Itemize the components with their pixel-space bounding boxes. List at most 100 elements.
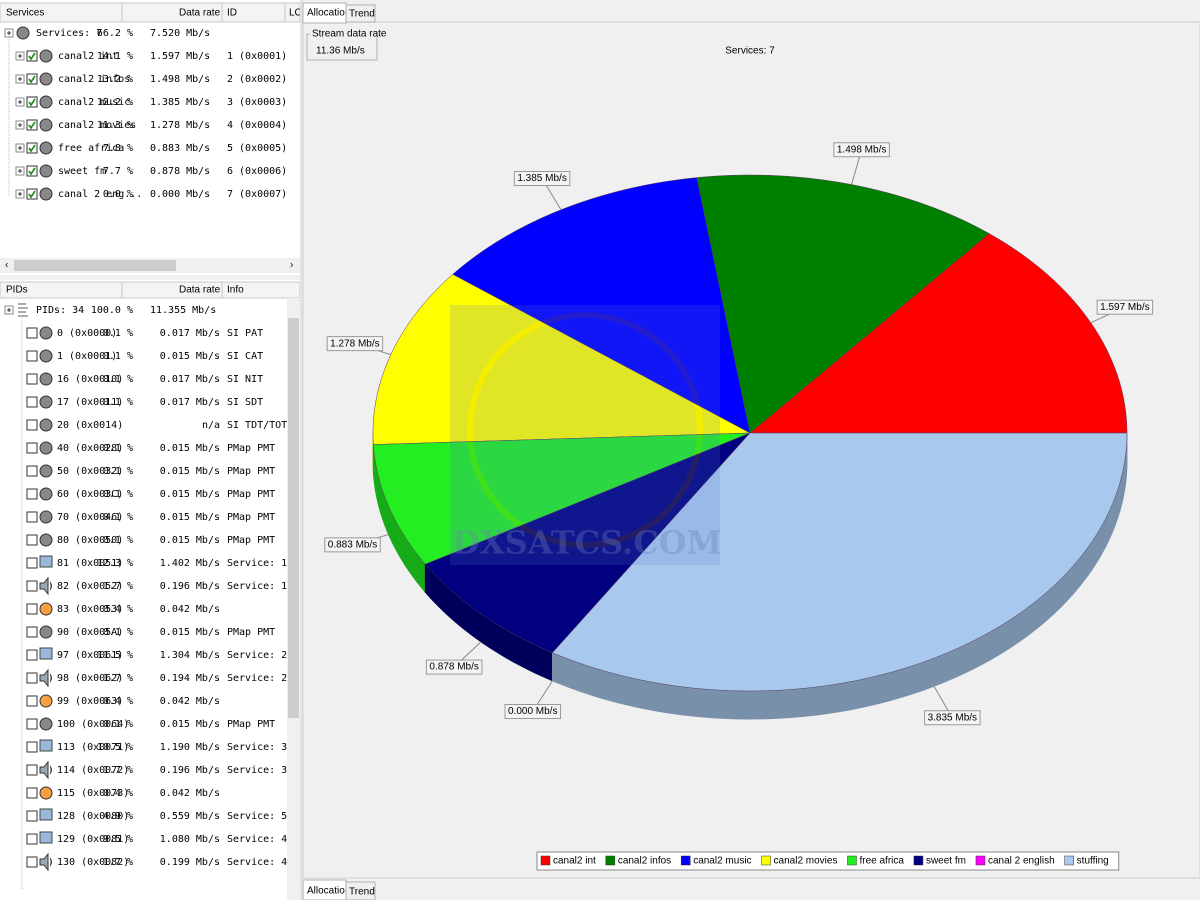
checkbox[interactable]: [26, 96, 38, 108]
pid[interactable]: 128 (0x0080): [57, 811, 129, 822]
checkbox[interactable]: [26, 488, 38, 500]
pid[interactable]: 60 (0x003C): [57, 489, 123, 500]
pid[interactable]: 97 (0x0061): [57, 650, 123, 661]
tab-label[interactable]: Trend: [349, 887, 375, 898]
tab[interactable]: [345, 4, 376, 23]
checkbox[interactable]: [26, 373, 38, 385]
pid-rate: 0.196 Mb/s: [160, 581, 220, 592]
checkbox[interactable]: [26, 672, 38, 684]
pid-rate: 1.304 Mb/s: [160, 650, 220, 661]
pid[interactable]: 115 (0x0073): [57, 788, 129, 799]
pid[interactable]: 20 (0x0014): [57, 420, 123, 431]
pid-info: Service: 5 (0x: [227, 811, 311, 822]
column-header[interactable]: ID: [227, 8, 237, 19]
pid[interactable]: 90 (0x005A): [57, 627, 123, 638]
expander-sign: [18, 192, 22, 196]
column-header[interactable]: Info: [227, 285, 244, 296]
pid-info: PMap PMT: [227, 489, 275, 500]
checkbox[interactable]: [26, 442, 38, 454]
pid[interactable]: 16 (0x0010): [57, 374, 123, 385]
pid-percent: 0.1 %: [103, 627, 133, 638]
pid-info: Service: 1 (0x: [227, 581, 311, 592]
summary-name: PIDs: 34: [36, 305, 84, 316]
column-header[interactable]: LC: [289, 8, 302, 19]
pid[interactable]: 50 (0x0032): [57, 466, 123, 477]
checkbox[interactable]: [26, 764, 38, 776]
checkbox[interactable]: [26, 534, 38, 546]
pid[interactable]: 1 (0x0001): [57, 351, 117, 362]
checkbox[interactable]: [26, 649, 38, 661]
pid[interactable]: 0 (0x0000): [57, 328, 117, 339]
checkbox[interactable]: [26, 142, 38, 154]
column-header[interactable]: PIDs: [6, 285, 28, 296]
label-box: [1096, 299, 1154, 315]
service-name[interactable]: canal 2 eng...: [58, 189, 142, 200]
checkbox[interactable]: [26, 557, 38, 569]
expander-sign: [7, 31, 11, 35]
pid[interactable]: 99 (0x0063): [57, 696, 123, 707]
column-header[interactable]: Data rate: [179, 285, 221, 296]
pid[interactable]: 80 (0x0050): [57, 535, 123, 546]
pid[interactable]: 114 (0x0072): [57, 765, 129, 776]
service-name[interactable]: canal2 int: [58, 51, 118, 62]
column-header[interactable]: Data rate: [179, 8, 221, 19]
tab[interactable]: [345, 881, 376, 900]
checkbox[interactable]: [26, 626, 38, 638]
checkbox[interactable]: [26, 580, 38, 592]
checkbox[interactable]: [26, 741, 38, 753]
tab-label[interactable]: Allocation: [307, 8, 350, 19]
v-scroll-thumb[interactable]: [288, 318, 299, 718]
checkbox[interactable]: [26, 396, 38, 408]
service-name[interactable]: sweet fm: [58, 166, 106, 177]
checkbox[interactable]: [26, 511, 38, 523]
column-header[interactable]: Services: [6, 8, 44, 19]
legend-label: canal 2 english: [988, 856, 1055, 867]
svg-text:›: ›: [290, 260, 293, 271]
tab-label[interactable]: Allocation: [307, 886, 350, 897]
pid[interactable]: 100 (0x0064): [57, 719, 129, 730]
pid[interactable]: 130 (0x0082): [57, 857, 129, 868]
checkbox[interactable]: [26, 856, 38, 868]
pid-info: Service: 2 (0x: [227, 650, 311, 661]
service-name[interactable]: canal2 infos: [58, 74, 130, 85]
expander-sign: [18, 146, 22, 150]
service-name[interactable]: free africa: [58, 143, 124, 154]
pid[interactable]: 98 (0x0062): [57, 673, 123, 684]
checkbox[interactable]: [26, 718, 38, 730]
pid[interactable]: 70 (0x0046): [57, 512, 123, 523]
pid-percent: 0.4 %: [103, 696, 133, 707]
checkbox[interactable]: [26, 165, 38, 177]
pid[interactable]: 81 (0x0051): [57, 558, 123, 569]
checkbox[interactable]: [26, 695, 38, 707]
tab-label[interactable]: Trend: [349, 9, 375, 20]
checkbox[interactable]: [26, 419, 38, 431]
checkbox[interactable]: [26, 73, 38, 85]
checkbox[interactable]: [26, 188, 38, 200]
checkbox[interactable]: [26, 50, 38, 62]
checkbox[interactable]: [26, 119, 38, 131]
pid[interactable]: 40 (0x0028): [57, 443, 123, 454]
pid[interactable]: 17 (0x0011): [57, 397, 123, 408]
checkbox[interactable]: [26, 810, 38, 822]
legend-label: canal2 music: [693, 856, 751, 867]
checkbox[interactable]: [26, 833, 38, 845]
checkbox[interactable]: [26, 350, 38, 362]
service-name[interactable]: canal2 music: [58, 97, 130, 108]
service-percent: 7.7 %: [103, 166, 133, 177]
checkbox[interactable]: [26, 327, 38, 339]
legend-label: canal2 movies: [774, 856, 838, 867]
pid[interactable]: 82 (0x0052): [57, 581, 123, 592]
chart-title: Services: 7: [725, 46, 775, 57]
pid[interactable]: 83 (0x0053): [57, 604, 123, 615]
pid-rate: 0.015 Mb/s: [160, 719, 220, 730]
icon: [16, 26, 30, 40]
checkbox[interactable]: [26, 787, 38, 799]
pid-info: PMap PMT: [227, 719, 275, 730]
h-scroll-thumb[interactable]: [14, 260, 176, 271]
service-name[interactable]: canal2 movies: [58, 120, 136, 131]
pid[interactable]: 129 (0x0081): [57, 834, 129, 845]
pid[interactable]: 113 (0x0071): [57, 742, 129, 753]
pid-info: PMap PMT: [227, 512, 275, 523]
checkbox[interactable]: [26, 603, 38, 615]
checkbox[interactable]: [26, 465, 38, 477]
